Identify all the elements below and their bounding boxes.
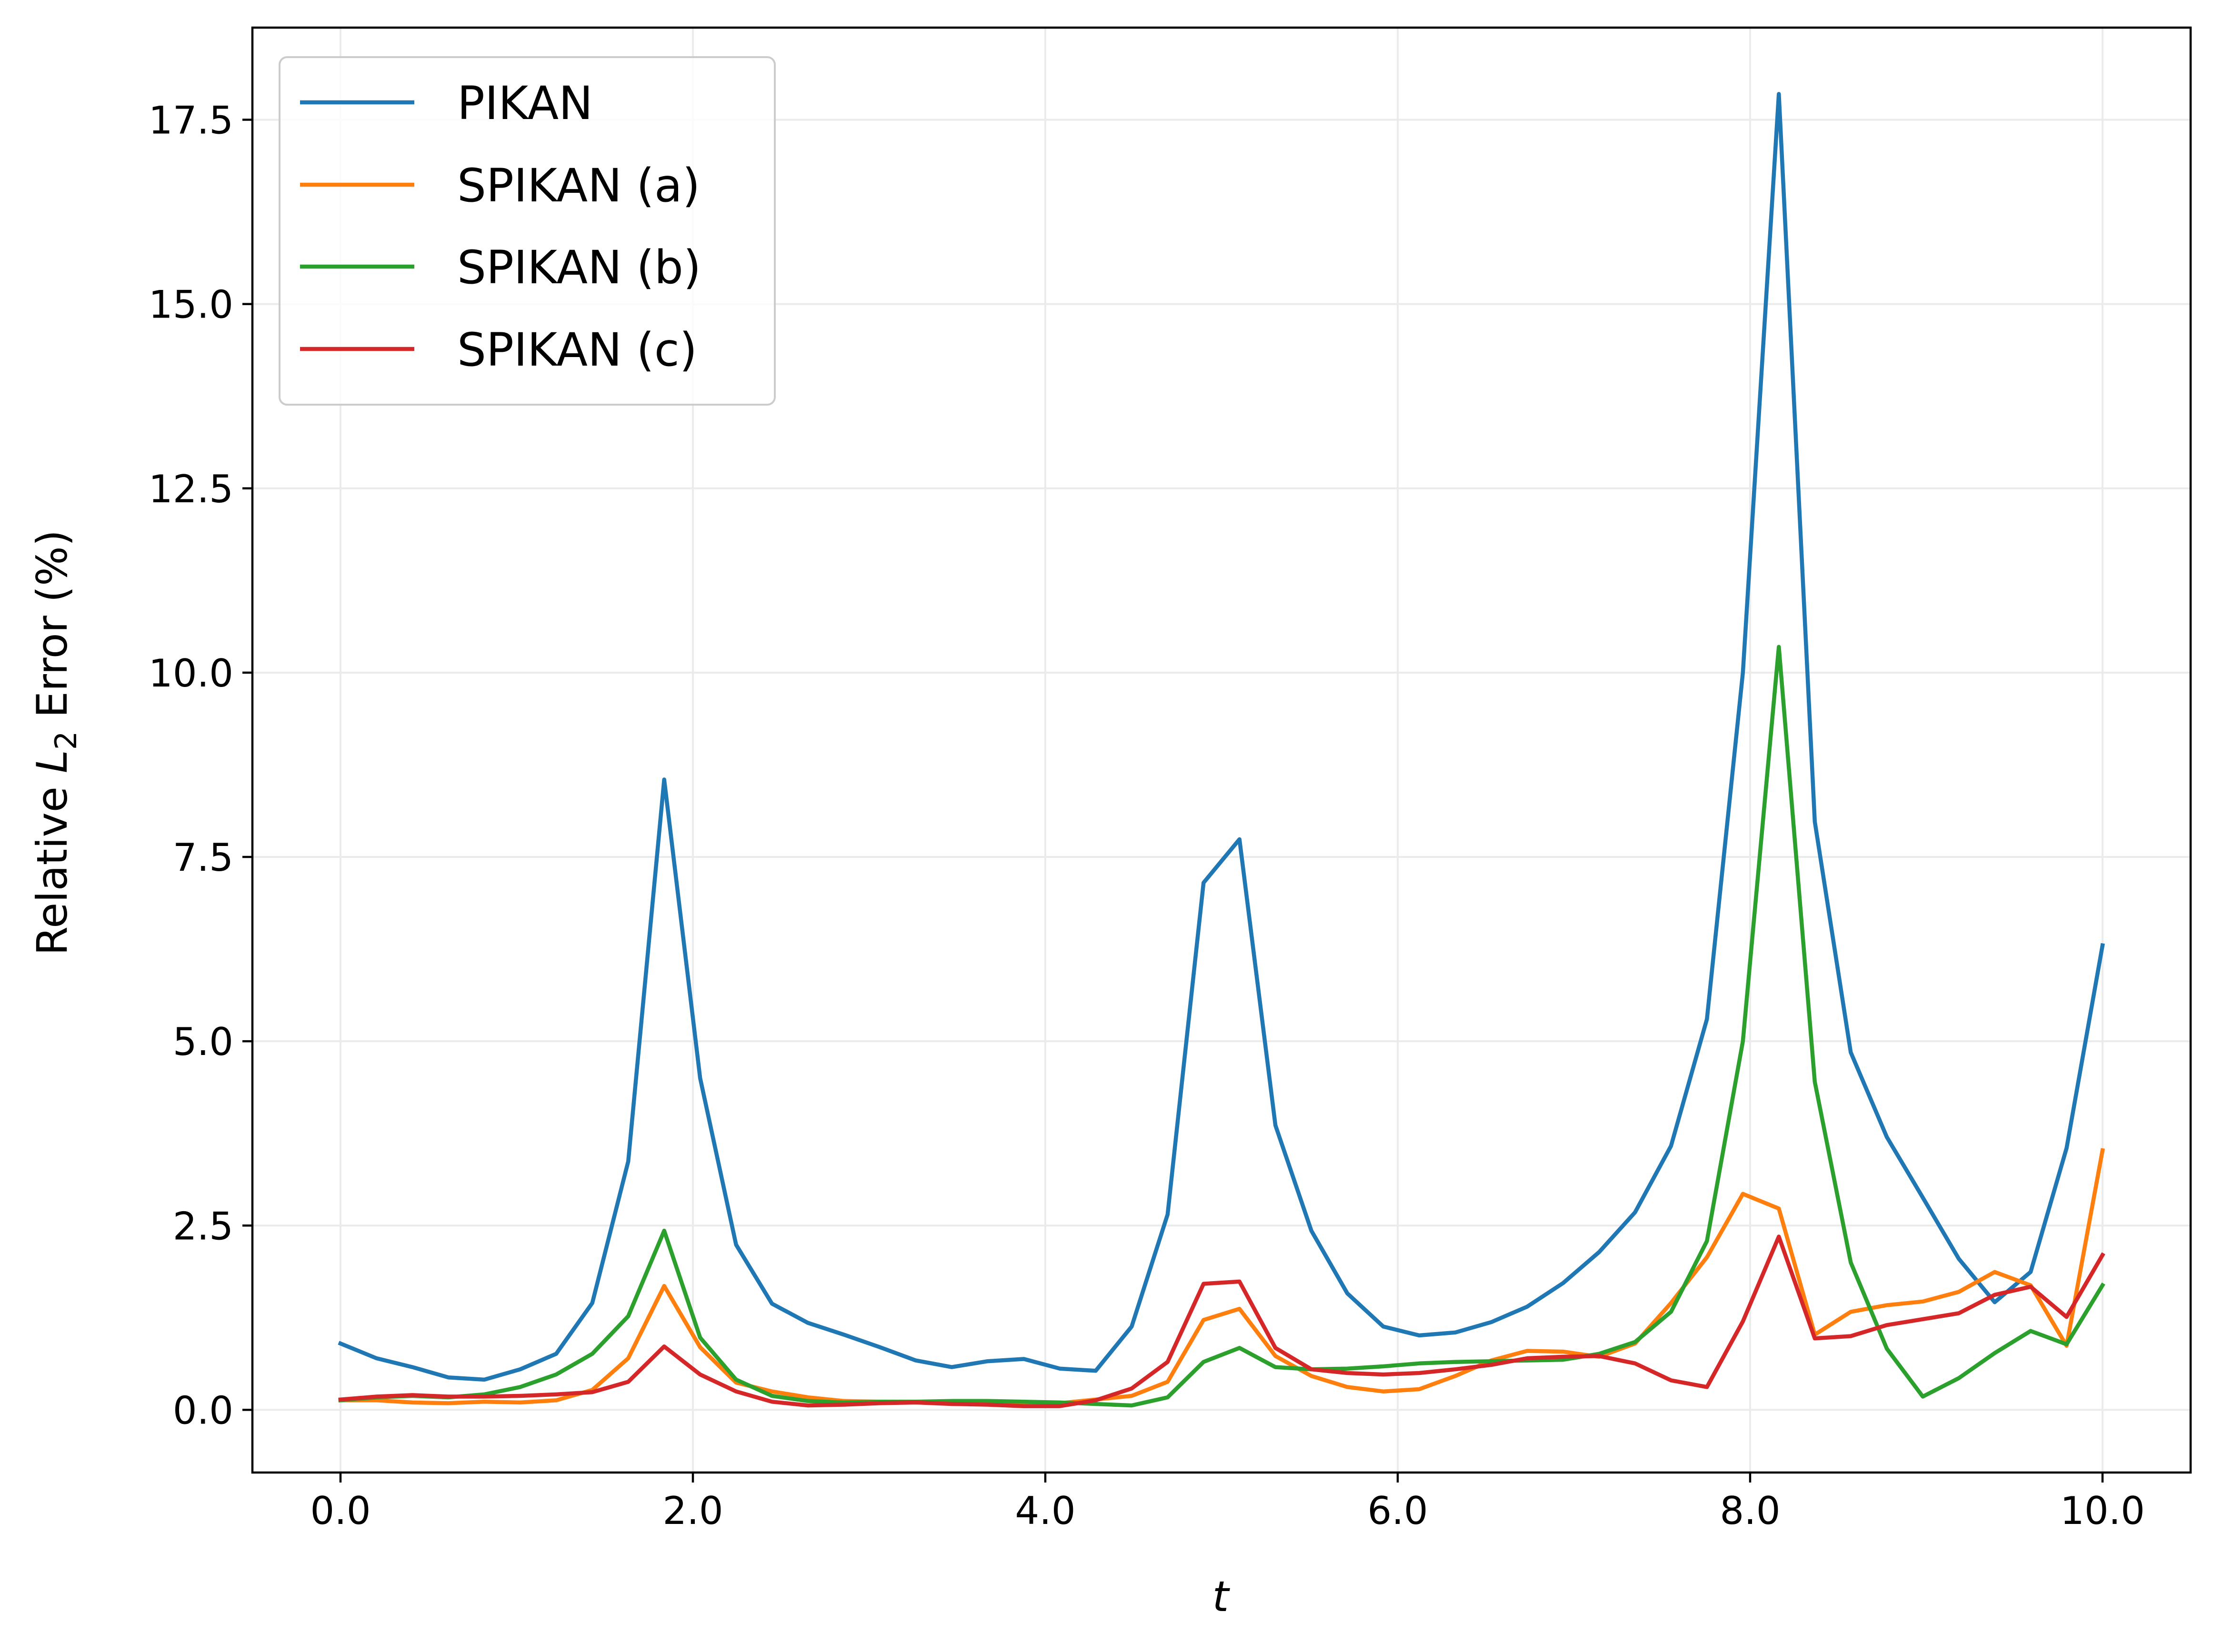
y-tick-label: 0.0	[173, 1388, 233, 1433]
series-line-spikan-c	[338, 1234, 2105, 1408]
x-tick-label: 2.0	[662, 1489, 723, 1533]
legend-label-spikan-b: SPIKAN (b)	[457, 241, 701, 294]
series-line-pikan	[338, 92, 2105, 1382]
y-tick-label: 17.5	[149, 99, 233, 143]
y-tick-label: 2.5	[173, 1204, 233, 1248]
series-line-spikan-a	[338, 1148, 2105, 1405]
legend-label-pikan: PIKAN	[457, 77, 593, 130]
y-tick-label: 12.5	[149, 467, 233, 511]
y-axis-ticks: 0.0 2.5 5.0 7.5 10.0 12.5 15.0 17.5	[149, 99, 252, 1433]
y-tick-label: 10.0	[149, 651, 233, 696]
x-axis-label: t	[1212, 1572, 1231, 1621]
legend-box	[279, 56, 776, 406]
plot-frame	[251, 26, 2192, 1474]
x-tick-label: 8.0	[1720, 1489, 1780, 1533]
x-tick-label: 10.0	[2060, 1489, 2145, 1533]
legend: PIKAN SPIKAN (a) SPIKAN (b) SPIKAN (c)	[279, 56, 776, 406]
x-tick-label: 0.0	[310, 1489, 371, 1533]
x-tick-label: 6.0	[1367, 1489, 1428, 1533]
legend-label-spikan-c: SPIKAN (c)	[457, 323, 697, 377]
legend-label-spikan-a: SPIKAN (a)	[457, 159, 700, 212]
x-axis-ticks: 0.0 2.0 4.0 6.0 8.0 10.0	[310, 1473, 2145, 1533]
series-line-spikan-b	[338, 645, 2105, 1408]
grid-lines	[252, 28, 2191, 1473]
series-layer	[338, 92, 2105, 1408]
x-tick-label: 4.0	[1015, 1489, 1075, 1533]
y-tick-label: 7.5	[173, 836, 233, 880]
y-tick-label: 15.0	[149, 283, 233, 327]
y-axis-label: Relative L2 Error (%)	[28, 530, 83, 955]
y-tick-label: 5.0	[173, 1020, 233, 1064]
